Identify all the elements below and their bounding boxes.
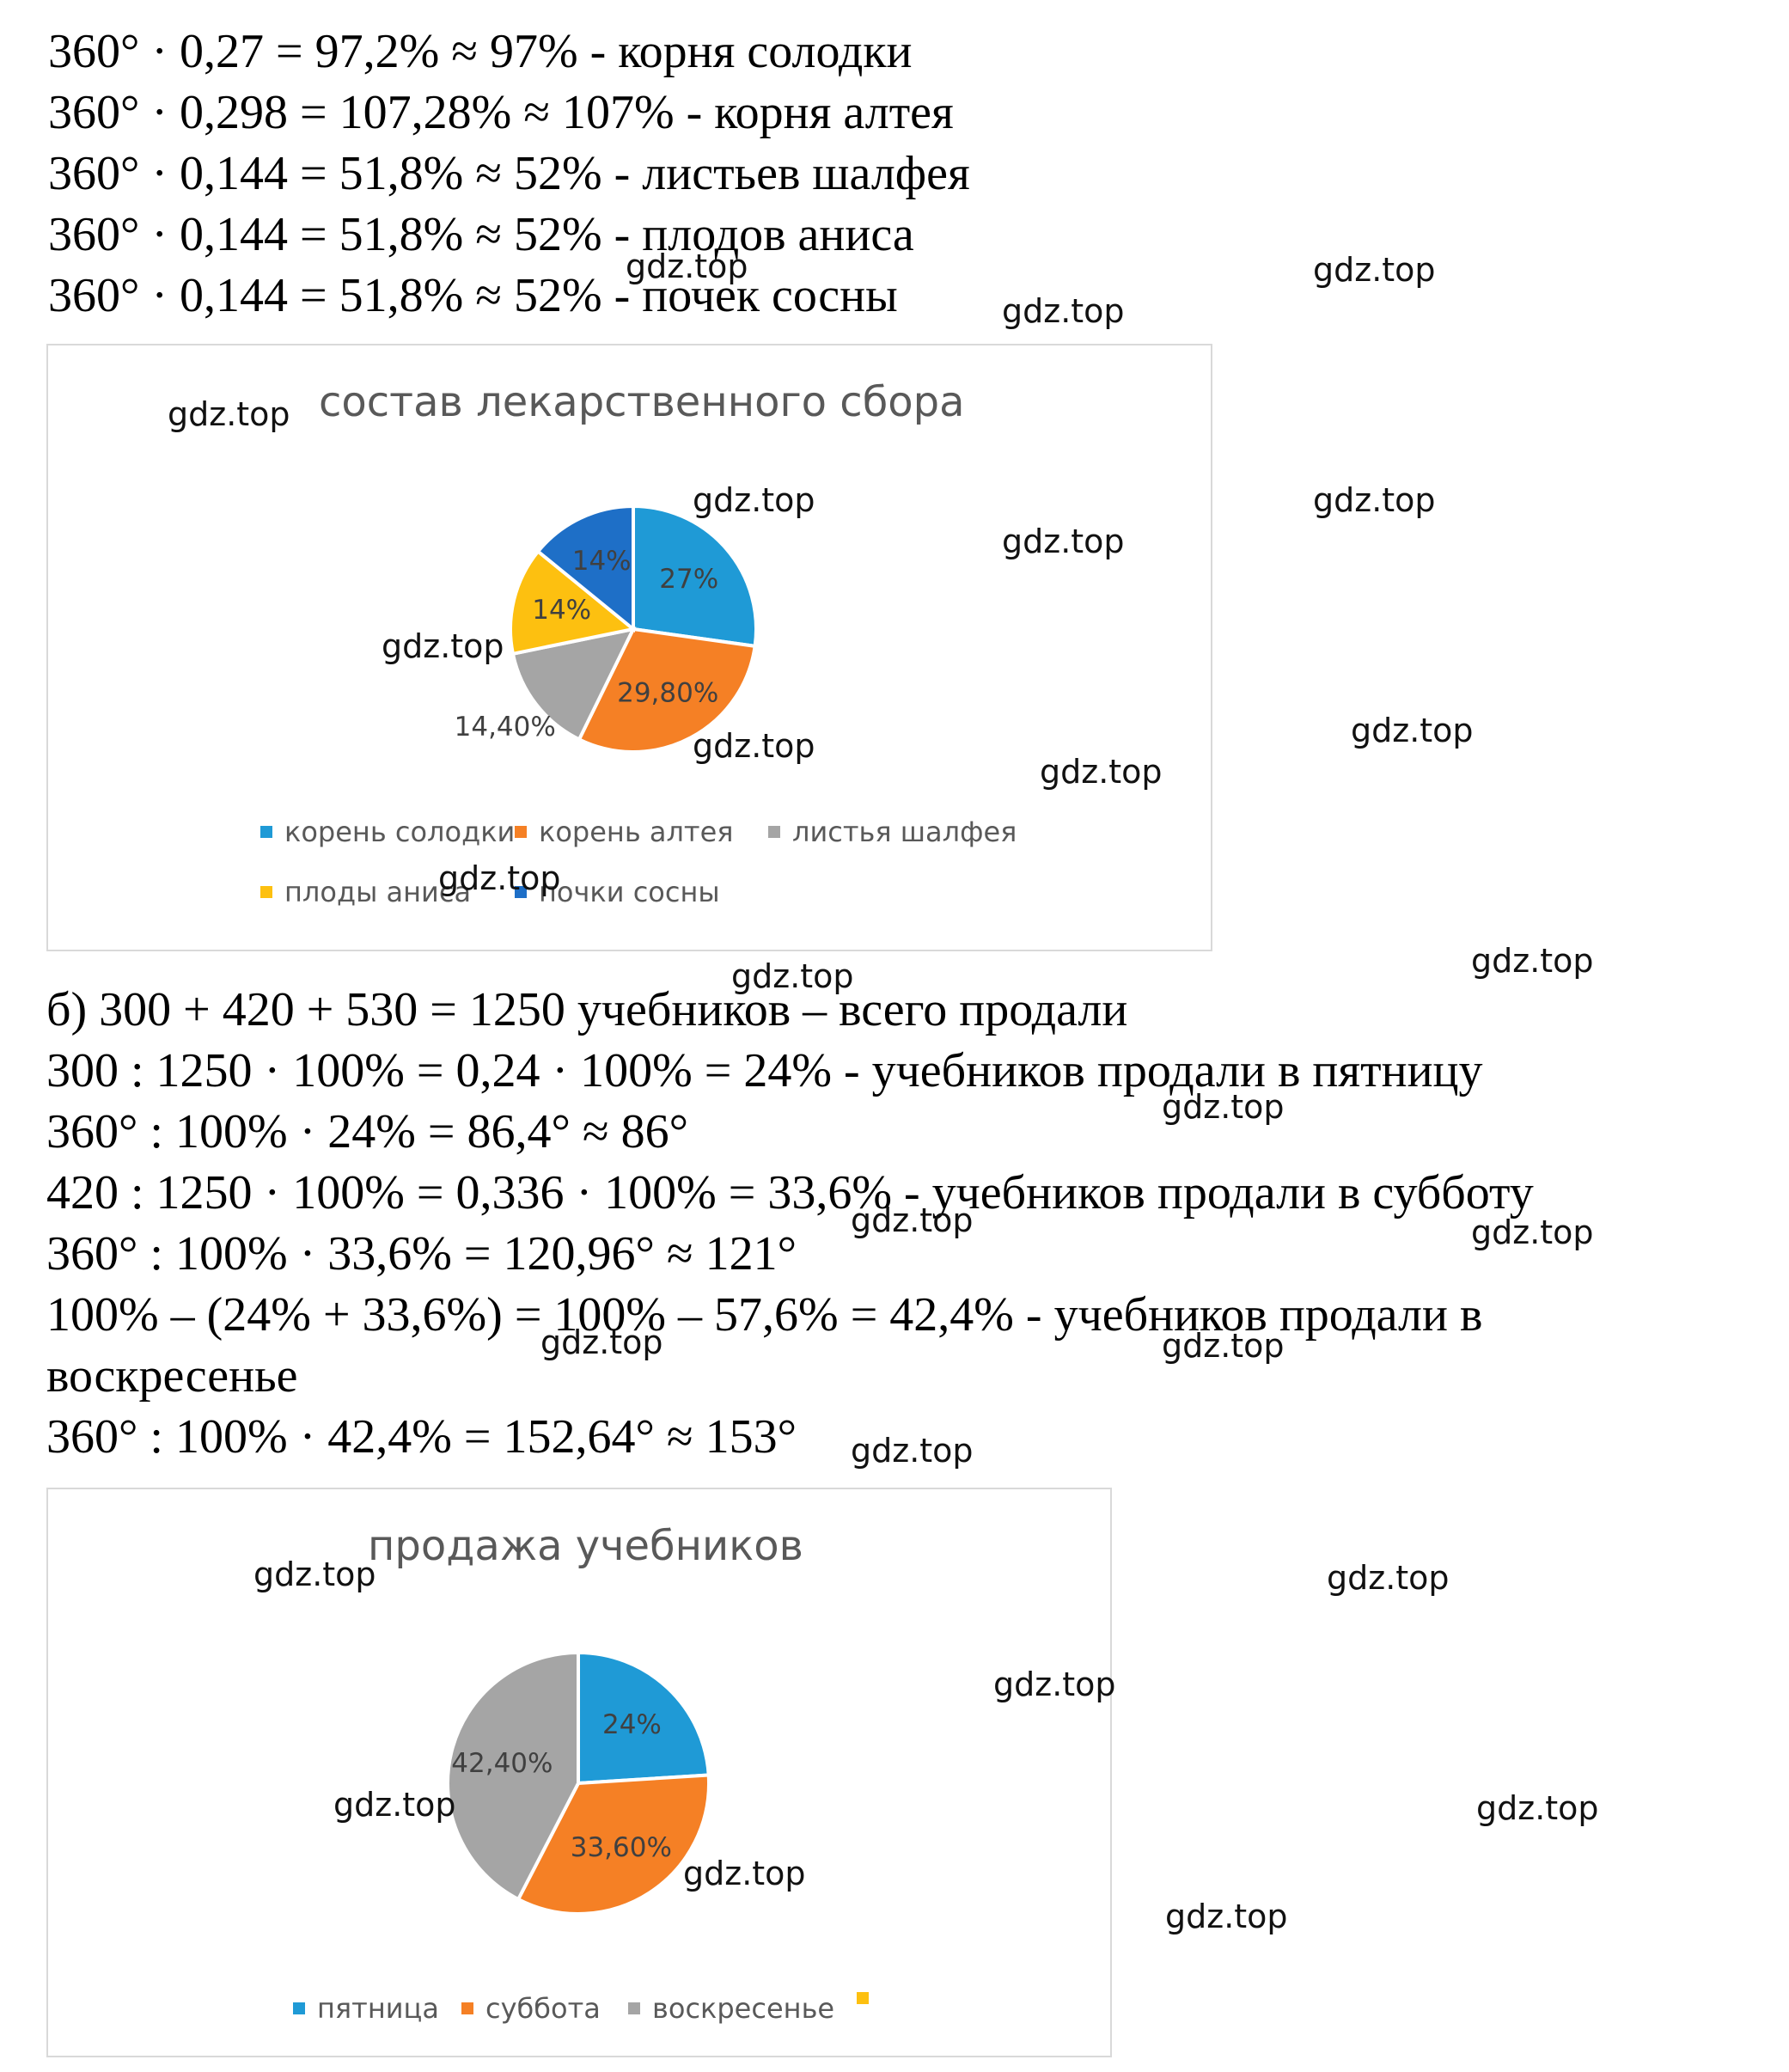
pie-slice-4 xyxy=(509,548,638,657)
watermark: gdz.top xyxy=(1162,1088,1285,1126)
pie-slice-1 xyxy=(577,1650,711,1786)
chart-2-legend-item-2: суббота xyxy=(461,1992,601,2025)
watermark: gdz.top xyxy=(993,1666,1116,1703)
chart-1-legend-item-5: почки сосны xyxy=(515,876,720,908)
legend-swatch xyxy=(628,2002,640,2014)
section-b-line-7: воскресенье xyxy=(46,1349,298,1403)
watermark: gdz.top xyxy=(1002,523,1125,560)
legend-label: плоды аниса xyxy=(284,876,472,908)
section-b-line-8: 360° : 100% · 42,4% = 152,64° ≈ 153° xyxy=(46,1410,797,1464)
pie-slice-3 xyxy=(446,1650,580,1902)
pie-data-label-5: 14% xyxy=(572,546,632,577)
section-a-line-1: 360° · 0,27 = 97,2% ≈ 97% - корня солодк… xyxy=(48,25,913,78)
watermark: gdz.top xyxy=(253,1556,376,1593)
chart-1-pie: 27% 29,80% 14,40% 14% 14% xyxy=(455,504,758,754)
chart-1-legend-item-3: листья шалфея xyxy=(768,816,1017,848)
watermark: gdz.top xyxy=(1313,251,1436,289)
watermark: gdz.top xyxy=(626,248,748,285)
section-a-line-4: 360° · 0,144 = 51,8% ≈ 52% - плодов анис… xyxy=(48,208,914,261)
legend-label: корень солодки xyxy=(284,816,516,848)
chart-2-legend-item-3: воскресенье xyxy=(628,1992,834,2025)
watermark: gdz.top xyxy=(1327,1559,1450,1597)
watermark: gdz.top xyxy=(1313,481,1436,519)
chart-2-frame: продажа учебников 24% 33,60% 42,40% пятниц… xyxy=(46,1488,1112,2057)
pie-slice-2 xyxy=(577,626,757,754)
watermark: gdz.top xyxy=(1002,292,1125,330)
section-a-line-5: 360° · 0,144 = 51,8% ≈ 52% - почек сосны xyxy=(48,269,898,322)
watermark: gdz.top xyxy=(1476,1789,1599,1827)
chart-2-legend-item-1: пятница xyxy=(293,1992,439,2025)
legend-swatch xyxy=(260,886,272,898)
watermark: gdz.top xyxy=(683,1855,806,1892)
section-b-line-3: 360° : 100% · 24% = 86,4° ≈ 86° xyxy=(46,1105,689,1158)
legend-label: воскресенье xyxy=(652,1992,835,2025)
section-b-line-5: 360° : 100% · 33,6% = 120,96° ≈ 121° xyxy=(46,1227,797,1280)
legend-label: суббота xyxy=(485,1992,601,2025)
legend-label: корень алтея xyxy=(539,816,734,848)
chart-1-legend-item-2: корень алтея xyxy=(515,816,734,848)
watermark: gdz.top xyxy=(1471,942,1594,980)
chart-1-legend-item-1: корень солодки xyxy=(260,816,515,848)
chart-2-legend-item-4 xyxy=(857,1992,881,2004)
chart-1-title: состав лекарственного сбора xyxy=(319,378,965,426)
watermark: gdz.top xyxy=(333,1786,456,1824)
watermark: gdz.top xyxy=(1351,712,1474,749)
legend-swatch xyxy=(857,1992,869,2004)
section-a-line-2: 360° · 0,298 = 107,28% ≈ 107% - корня ал… xyxy=(48,86,954,139)
watermark: gdz.top xyxy=(693,481,815,519)
watermark: gdz.top xyxy=(1471,1213,1594,1251)
legend-swatch xyxy=(515,886,527,898)
watermark: gdz.top xyxy=(168,395,290,433)
pie-data-label-1: 24% xyxy=(602,1709,662,1740)
legend-swatch xyxy=(768,826,780,838)
pie-data-label-1: 27% xyxy=(659,564,718,595)
section-b-line-1: б) 300 + 420 + 530 = 1250 учебников – вс… xyxy=(46,983,1128,1036)
pie-data-label-4: 14% xyxy=(532,595,591,626)
pie-slice-1 xyxy=(632,504,758,649)
chart-1-legend-item-4: плоды аниса xyxy=(260,876,471,908)
section-b-line-6: 100% – (24% + 33,6%) = 100% – 57,6% = 42… xyxy=(46,1288,1483,1342)
legend-label: пятница xyxy=(317,1992,439,2025)
legend-label: листья шалфея xyxy=(792,816,1017,848)
section-b-line-4: 420 : 1250 · 100% = 0,336 · 100% = 33,6%… xyxy=(46,1166,1534,1219)
pie-slice-3 xyxy=(510,626,637,743)
watermark: gdz.top xyxy=(382,627,504,665)
pie-data-label-2: 33,60% xyxy=(571,1832,672,1863)
watermark: gdz.top xyxy=(540,1323,663,1361)
legend-swatch xyxy=(515,826,527,838)
chart-2-pie: 24% 33,60% 42,40% xyxy=(446,1650,711,1916)
pie-slice-5 xyxy=(535,504,635,633)
section-b-line-2: 300 : 1250 · 100% = 0,24 · 100% = 24% - … xyxy=(46,1044,1483,1097)
watermark: gdz.top xyxy=(851,1201,974,1239)
watermark: gdz.top xyxy=(438,859,561,897)
legend-swatch xyxy=(293,2002,305,2014)
watermark: gdz.top xyxy=(851,1432,974,1470)
chart-2-title: продажа учебников xyxy=(368,1522,803,1570)
pie-data-label-3: 14,40% xyxy=(455,712,556,743)
pie-data-label-2: 29,80% xyxy=(617,677,718,708)
legend-swatch xyxy=(260,826,272,838)
watermark: gdz.top xyxy=(1040,753,1163,791)
legend-swatch xyxy=(461,2002,473,2014)
watermark: gdz.top xyxy=(731,957,854,995)
section-a-line-3: 360° · 0,144 = 51,8% ≈ 52% - листьев шал… xyxy=(48,147,970,200)
watermark: gdz.top xyxy=(1165,1898,1288,1935)
pie-data-label-3: 42,40% xyxy=(451,1748,553,1779)
watermark: gdz.top xyxy=(693,727,815,765)
chart-1-frame: состав лекарственного сбора 27% 29,80% 14,… xyxy=(46,344,1212,951)
watermark: gdz.top xyxy=(1162,1327,1285,1365)
legend-label: почки сосны xyxy=(539,876,720,908)
